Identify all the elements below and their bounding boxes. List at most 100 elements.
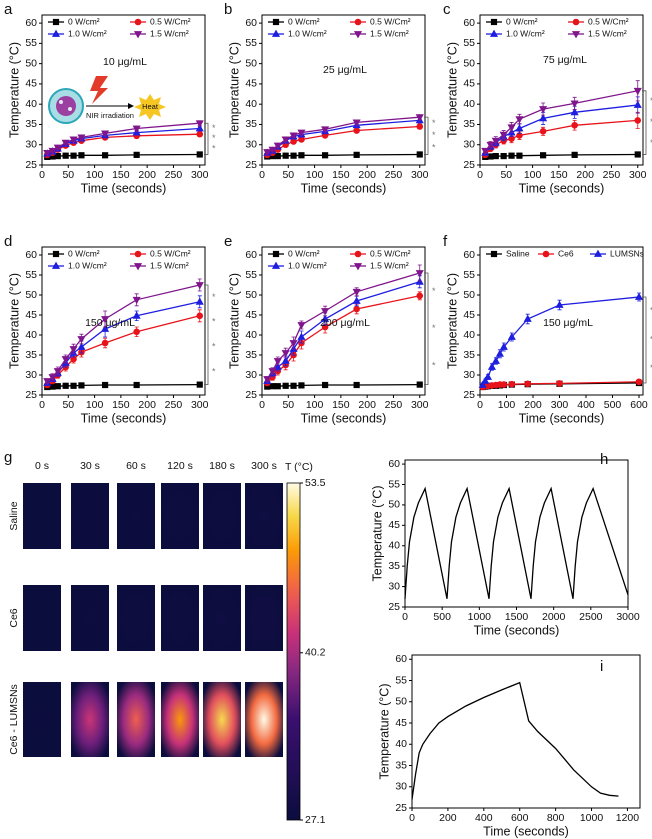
marker: [487, 362, 496, 370]
x-tick-label: 400: [475, 812, 493, 824]
y-axis-label: Temperature (°C): [7, 273, 21, 369]
y-tick-label: 55: [25, 37, 37, 49]
annotation: 150 μg/mL: [543, 317, 593, 329]
marker: [298, 152, 305, 159]
legend-marker: [133, 263, 143, 271]
y-tick-label: 45: [25, 309, 37, 321]
x-tick-label: 50: [62, 399, 74, 411]
x-tick-label: 50: [282, 169, 294, 181]
panel-letter: h: [600, 451, 608, 468]
x-tick-label: 2000: [542, 611, 566, 623]
marker: [132, 296, 141, 305]
y-tick-label: 40: [25, 329, 37, 341]
plot-frame: [479, 246, 644, 396]
marker: [274, 383, 281, 390]
y-axis-label: Temperature (°C): [227, 273, 241, 369]
panel-letter: e: [224, 233, 232, 250]
significance-star: *: [212, 292, 216, 302]
x-tick-label: 3000: [616, 611, 640, 623]
x-tick-label: 800: [547, 812, 565, 824]
y-tick-label: 50: [463, 289, 475, 301]
legend-marker: [271, 29, 281, 37]
marker: [101, 381, 109, 389]
thermal-image: [161, 585, 199, 651]
marker: [101, 339, 109, 347]
x-tick-label: 50: [500, 169, 512, 181]
y-axis-label: Temperature (°C): [370, 486, 384, 582]
x-axis-label: Time (seconds): [474, 623, 560, 637]
marker: [523, 314, 532, 322]
dot: [68, 107, 72, 111]
marker: [196, 312, 204, 320]
thermal-image: [71, 585, 109, 651]
marker: [507, 332, 516, 340]
thermal-image: [245, 585, 283, 651]
significance-star: *: [212, 342, 216, 352]
legend-label: 0 W/cm²: [68, 248, 100, 258]
x-tick-label: 100: [306, 399, 324, 411]
marker: [499, 131, 508, 140]
marker: [269, 383, 276, 390]
significance-star: *: [650, 334, 652, 344]
marker: [321, 152, 329, 159]
marker: [78, 152, 85, 159]
marker: [77, 134, 86, 142]
y-tick-label: 35: [25, 118, 37, 130]
y-tick-label: 40: [245, 329, 257, 341]
panel-letter: a: [4, 1, 13, 18]
marker: [43, 378, 52, 386]
plot-frame: [41, 14, 206, 166]
x-tick-label: 0: [477, 399, 483, 411]
y-tick-label: 35: [463, 349, 475, 361]
significance-star: *: [650, 96, 652, 106]
thermal-image: [71, 483, 109, 549]
y-tick-label: 35: [463, 118, 475, 130]
annotation: 25 μg/mL: [323, 64, 367, 76]
marker: [478, 380, 487, 388]
row-label: Ce6: [8, 608, 20, 627]
x-tick-label: 600: [511, 812, 529, 824]
row-label: Saline: [8, 501, 20, 530]
marker: [634, 292, 644, 300]
dot: [59, 100, 63, 104]
series-line: [485, 153, 638, 158]
legend-marker: [354, 18, 362, 26]
marker: [263, 149, 272, 157]
column-label: 60 s: [126, 460, 146, 472]
colorbar-tick-label: 40.2: [305, 647, 326, 659]
legend-label: 1.5 W/cm²: [150, 260, 189, 270]
x-tick-label: 1200: [616, 812, 640, 824]
marker: [321, 381, 329, 389]
x-tick-label: 200: [358, 399, 376, 411]
series-line: [267, 153, 420, 158]
series-line: [46, 301, 200, 384]
plot-frame: [411, 654, 641, 809]
legend-marker: [354, 250, 362, 258]
colorbar: [286, 482, 301, 821]
significance-star: *: [650, 363, 652, 373]
thermal-image: [245, 483, 283, 549]
marker: [273, 362, 282, 370]
marker: [491, 356, 500, 364]
legend-label: 1.0 W/cm²: [288, 260, 327, 270]
x-tick-label: 400: [577, 399, 595, 411]
marker: [416, 381, 423, 388]
significance-star: *: [212, 367, 216, 377]
significance-bracket: [424, 272, 429, 385]
marker: [54, 383, 61, 390]
legend-label: 1.0 W/cm²: [68, 28, 107, 38]
marker: [416, 151, 423, 158]
marker: [539, 128, 547, 135]
legend-marker: [490, 18, 498, 26]
x-tick-label: 150: [332, 169, 350, 181]
y-tick-label: 40: [463, 98, 475, 110]
y-tick-label: 35: [245, 349, 257, 361]
x-tick-label: 100: [86, 169, 104, 181]
y-axis-label: Temperature (°C): [445, 42, 459, 138]
marker: [516, 152, 523, 159]
marker: [101, 130, 110, 138]
y-tick-label: 30: [388, 580, 400, 592]
marker: [196, 151, 203, 158]
marker: [297, 332, 306, 340]
panel-letter: b: [224, 1, 232, 18]
